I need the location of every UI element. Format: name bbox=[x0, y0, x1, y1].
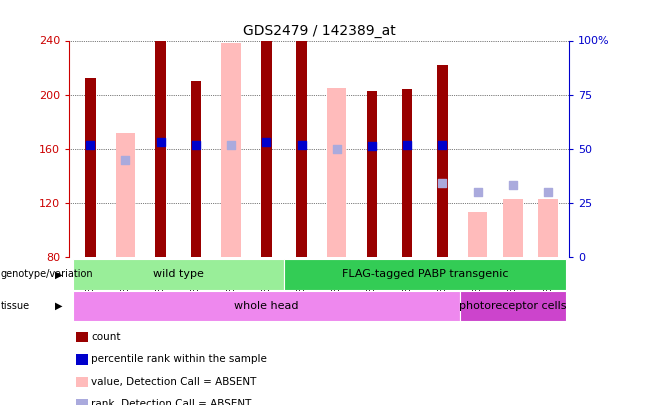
Text: photoreceptor cells: photoreceptor cells bbox=[459, 301, 567, 311]
Bar bbox=[402, 89, 413, 257]
Text: tissue: tissue bbox=[1, 301, 30, 311]
Text: percentile rank within the sample: percentile rank within the sample bbox=[91, 354, 267, 364]
Bar bbox=[261, 40, 272, 257]
Point bbox=[120, 156, 131, 163]
Bar bbox=[468, 213, 488, 257]
Point bbox=[437, 179, 447, 186]
Title: GDS2479 / 142389_at: GDS2479 / 142389_at bbox=[243, 24, 395, 38]
Text: wild type: wild type bbox=[153, 269, 204, 279]
Text: ▶: ▶ bbox=[55, 269, 63, 279]
Text: count: count bbox=[91, 332, 121, 342]
Point bbox=[543, 189, 553, 195]
Point bbox=[261, 139, 272, 145]
Text: genotype/variation: genotype/variation bbox=[1, 269, 93, 279]
Point bbox=[472, 189, 483, 195]
Bar bbox=[221, 43, 241, 257]
Bar bbox=[284, 259, 566, 290]
Text: FLAG-tagged PABP transgenic: FLAG-tagged PABP transgenic bbox=[342, 269, 508, 279]
Text: value, Detection Call = ABSENT: value, Detection Call = ABSENT bbox=[91, 377, 257, 386]
Bar bbox=[72, 291, 460, 321]
Point bbox=[402, 141, 413, 148]
Text: ▶: ▶ bbox=[55, 301, 63, 311]
Bar bbox=[155, 40, 166, 257]
Point bbox=[507, 182, 518, 189]
Text: whole head: whole head bbox=[234, 301, 299, 311]
Point bbox=[155, 139, 166, 145]
Point bbox=[85, 141, 95, 148]
Point bbox=[437, 141, 447, 148]
Bar bbox=[367, 91, 377, 257]
Bar bbox=[72, 259, 284, 290]
Bar bbox=[191, 81, 201, 257]
Bar bbox=[327, 88, 346, 257]
Text: rank, Detection Call = ABSENT: rank, Detection Call = ABSENT bbox=[91, 399, 252, 405]
Point bbox=[367, 143, 377, 149]
Point bbox=[226, 141, 236, 148]
Point bbox=[332, 145, 342, 152]
Point bbox=[296, 141, 307, 148]
Bar bbox=[460, 291, 566, 321]
Bar bbox=[538, 199, 558, 257]
Point bbox=[191, 141, 201, 148]
Bar bbox=[437, 65, 447, 257]
Bar bbox=[85, 79, 95, 257]
Bar bbox=[116, 132, 135, 257]
Bar bbox=[503, 199, 522, 257]
Bar bbox=[296, 40, 307, 257]
